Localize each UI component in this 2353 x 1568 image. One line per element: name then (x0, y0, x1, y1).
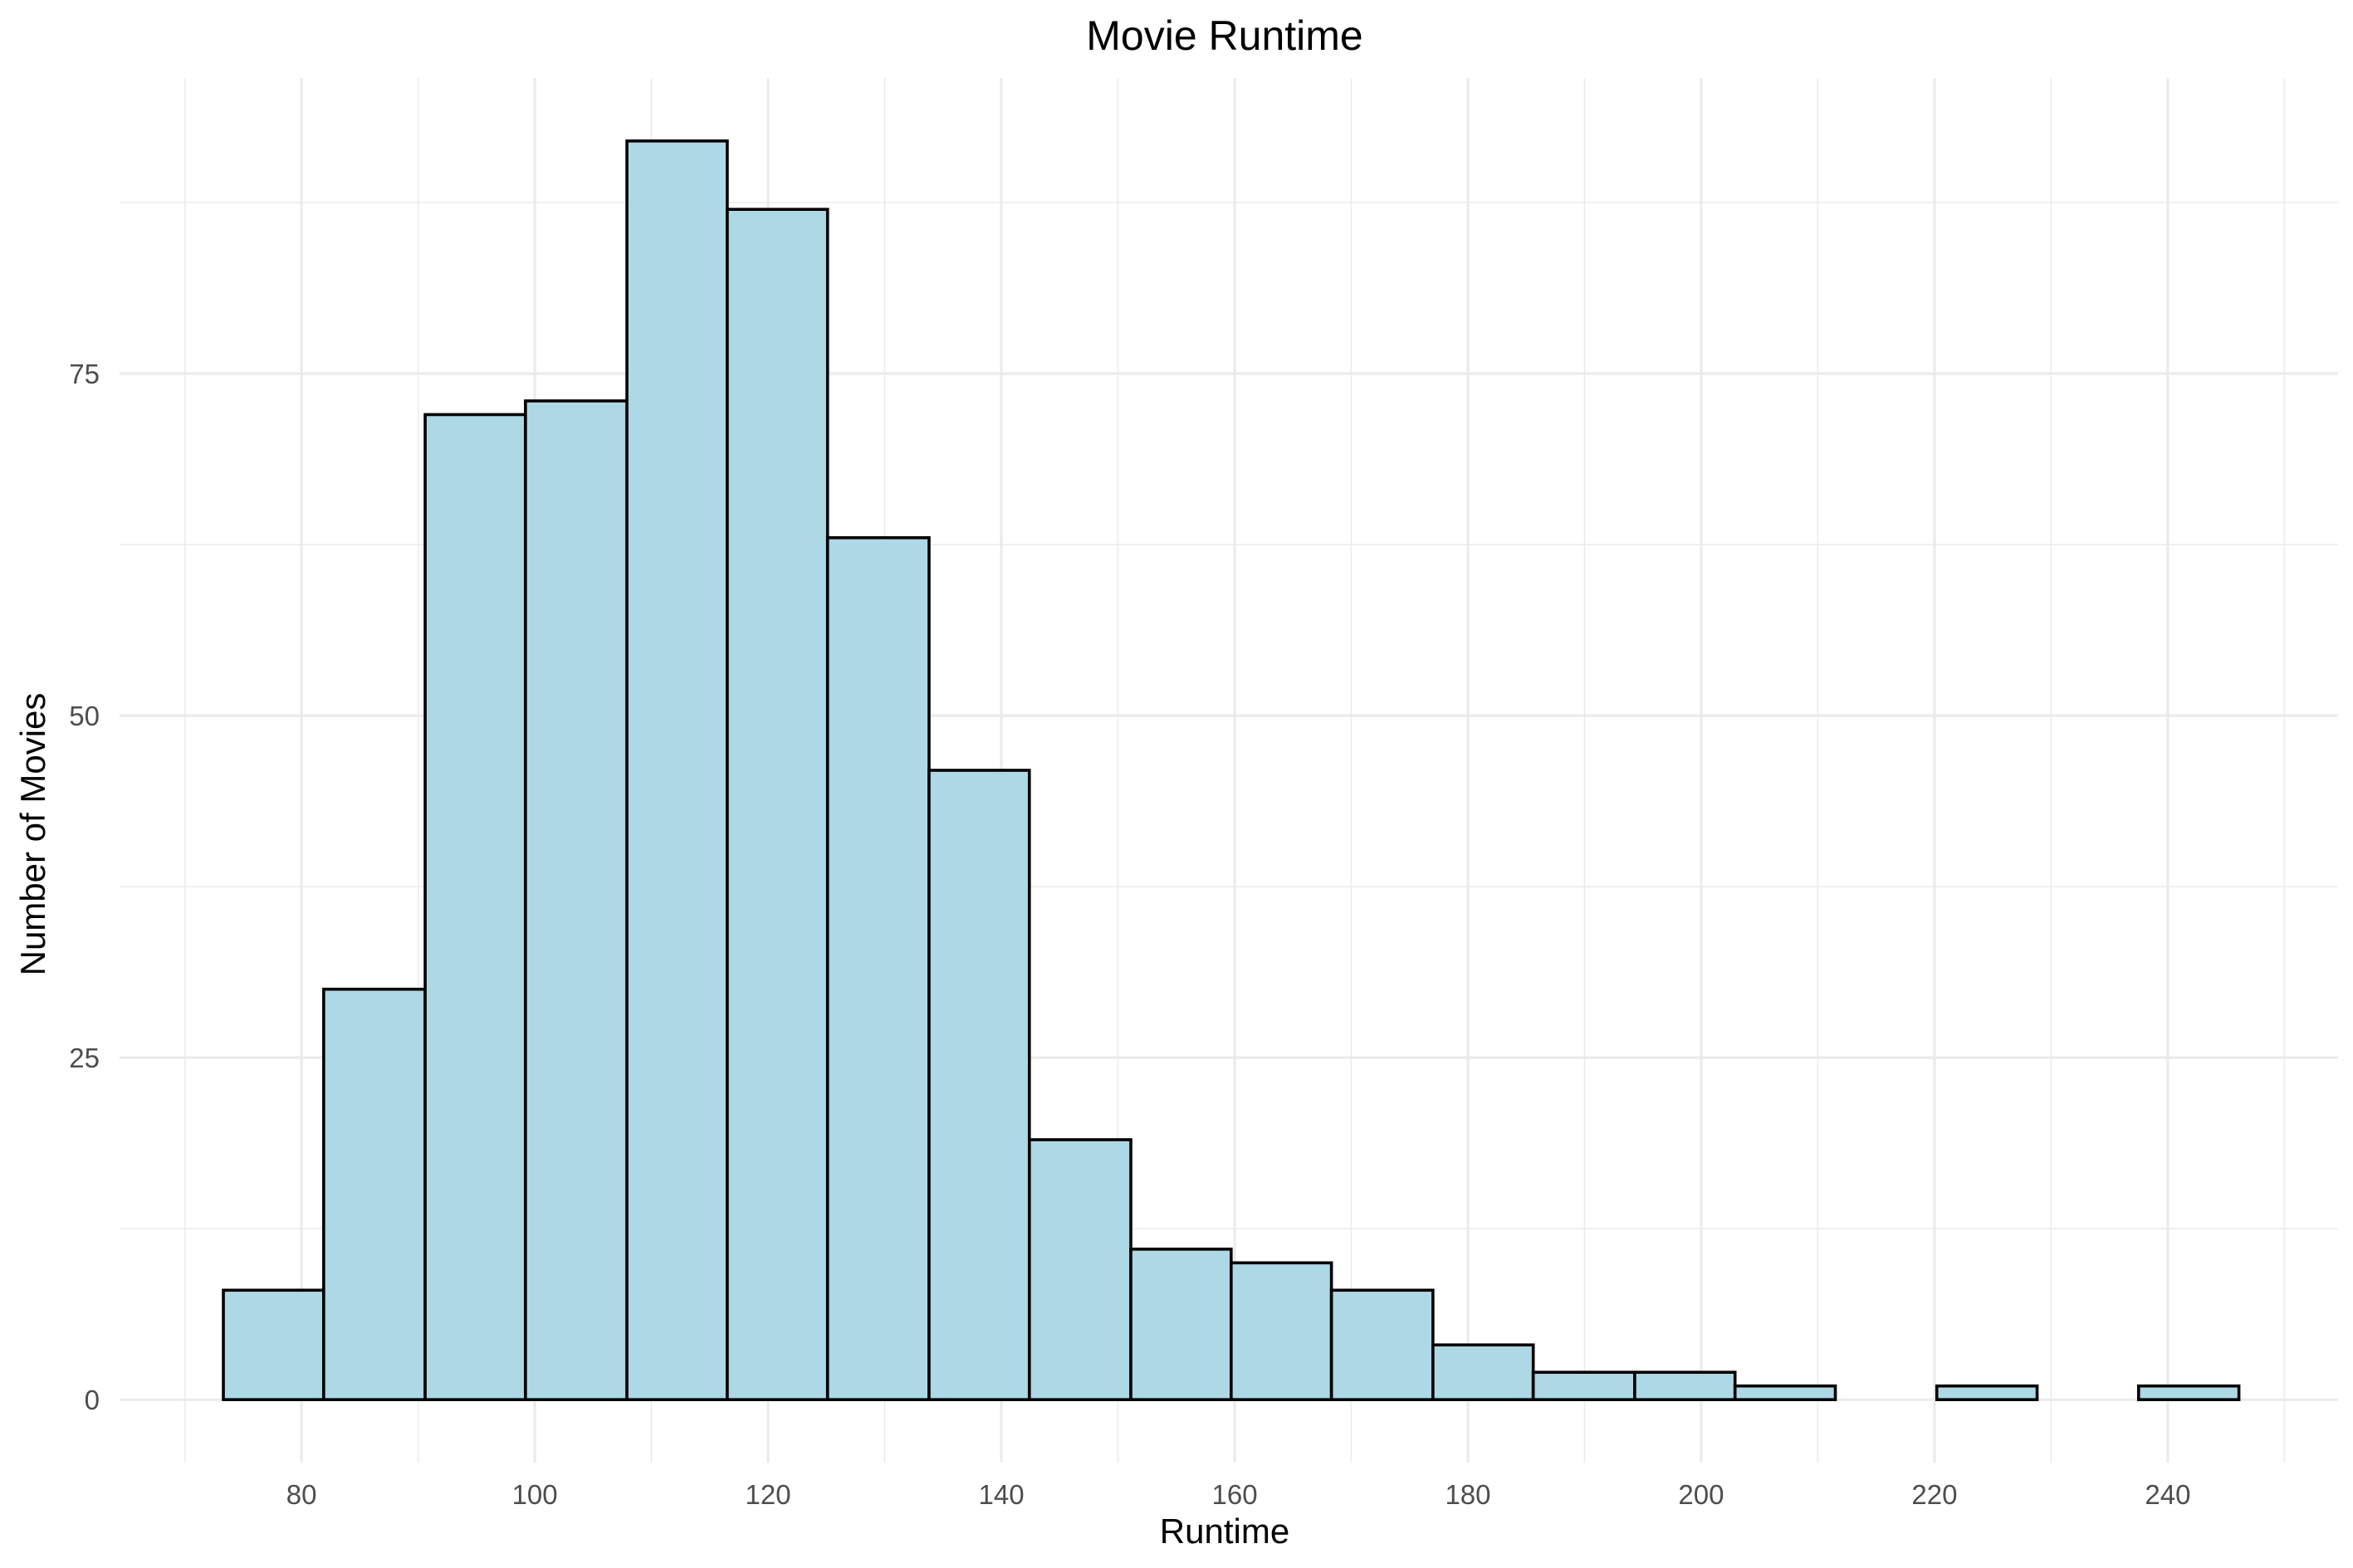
x-axis-label: Runtime (1160, 1512, 1289, 1551)
x-tick-label: 180 (1445, 1479, 1490, 1510)
histogram-bar (1129, 1248, 1233, 1401)
histogram-bar (1733, 1384, 1837, 1401)
y-tick-label: 25 (69, 1043, 100, 1073)
x-tick-label: 160 (1211, 1479, 1257, 1510)
histogram-bar (825, 536, 931, 1401)
histogram-bar (1230, 1261, 1333, 1401)
histogram-bar (1531, 1370, 1636, 1401)
histogram-bar (2136, 1384, 2241, 1401)
histogram-bar (322, 987, 427, 1401)
histogram-bar (1329, 1288, 1435, 1401)
x-axis-ticks: 80 100 120 140 160 180 200 220 240 (286, 1479, 2191, 1510)
x-tick-label: 80 (286, 1479, 317, 1510)
bars (222, 139, 2241, 1401)
histogram-bar (625, 139, 729, 1401)
histogram-bar (1935, 1384, 2039, 1401)
x-tick-label: 120 (746, 1479, 791, 1510)
x-tick-label: 220 (1911, 1479, 1957, 1510)
histogram-bar (927, 769, 1031, 1401)
x-tick-label: 240 (2145, 1479, 2190, 1510)
y-tick-label: 50 (69, 701, 100, 731)
histogram-bar (1027, 1138, 1132, 1401)
x-tick-label: 140 (979, 1479, 1025, 1510)
x-tick-label: 200 (1678, 1479, 1724, 1510)
histogram-bar (1431, 1343, 1535, 1401)
chart-title: Movie Runtime (1086, 12, 1362, 59)
histogram-bar (222, 1288, 325, 1401)
histogram-bar (1633, 1370, 1737, 1401)
histogram-bar (423, 413, 527, 1401)
y-axis-label: Number of Movies (13, 693, 52, 976)
x-tick-label: 100 (512, 1479, 558, 1510)
histogram-bar (726, 208, 829, 1401)
y-tick-label: 75 (69, 359, 100, 389)
histogram-bar (524, 399, 629, 1401)
y-tick-label: 0 (85, 1385, 100, 1415)
y-axis-ticks: 0 25 50 75 (69, 359, 100, 1415)
